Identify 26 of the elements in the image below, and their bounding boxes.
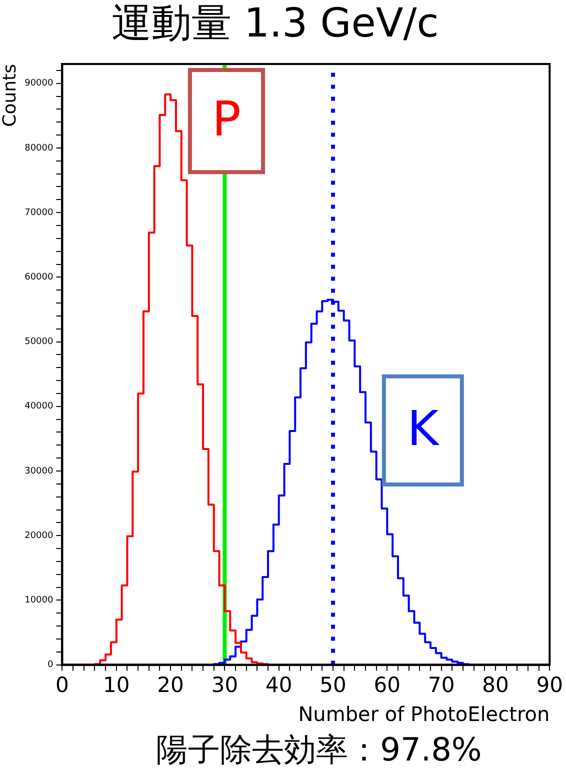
y-tick-label: 40000 [24,402,54,412]
y-tick-label: 80000 [24,143,54,154]
x-tick-label: 80 [482,672,509,697]
y-tick-label: 10000 [24,596,54,606]
series-label: K [407,400,440,457]
x-tick-label: 60 [374,672,401,697]
y-axis-title: Counts [0,64,20,127]
y-tick-label: 90000 [24,78,54,89]
x-tick-label: 70 [428,672,455,697]
x-tick-label: 40 [265,672,292,697]
chart-title: 運動量 1.3 GeV/c [111,0,439,46]
y-tick-label: 0 [47,660,54,670]
y-tick-label: 20000 [24,530,54,541]
x-tick-label: 50 [320,672,346,697]
text: 陽子除去効率：97.8% [156,730,482,768]
x-tick-label: 20 [157,672,184,697]
y-tick-label: 50000 [24,337,54,348]
x-tick-label: 30 [211,672,238,697]
x-tick-label: 0 [56,672,69,697]
series-label: P [212,92,241,148]
y-tick-label: 70000 [24,208,54,218]
y-tick-label: 60000 [24,272,54,283]
x-tick-label: 90 [536,672,564,697]
y-tick-label: 30000 [24,466,54,476]
x-axis-title: Number of PhotoElectron [298,702,550,726]
x-tick-label: 10 [103,672,130,697]
